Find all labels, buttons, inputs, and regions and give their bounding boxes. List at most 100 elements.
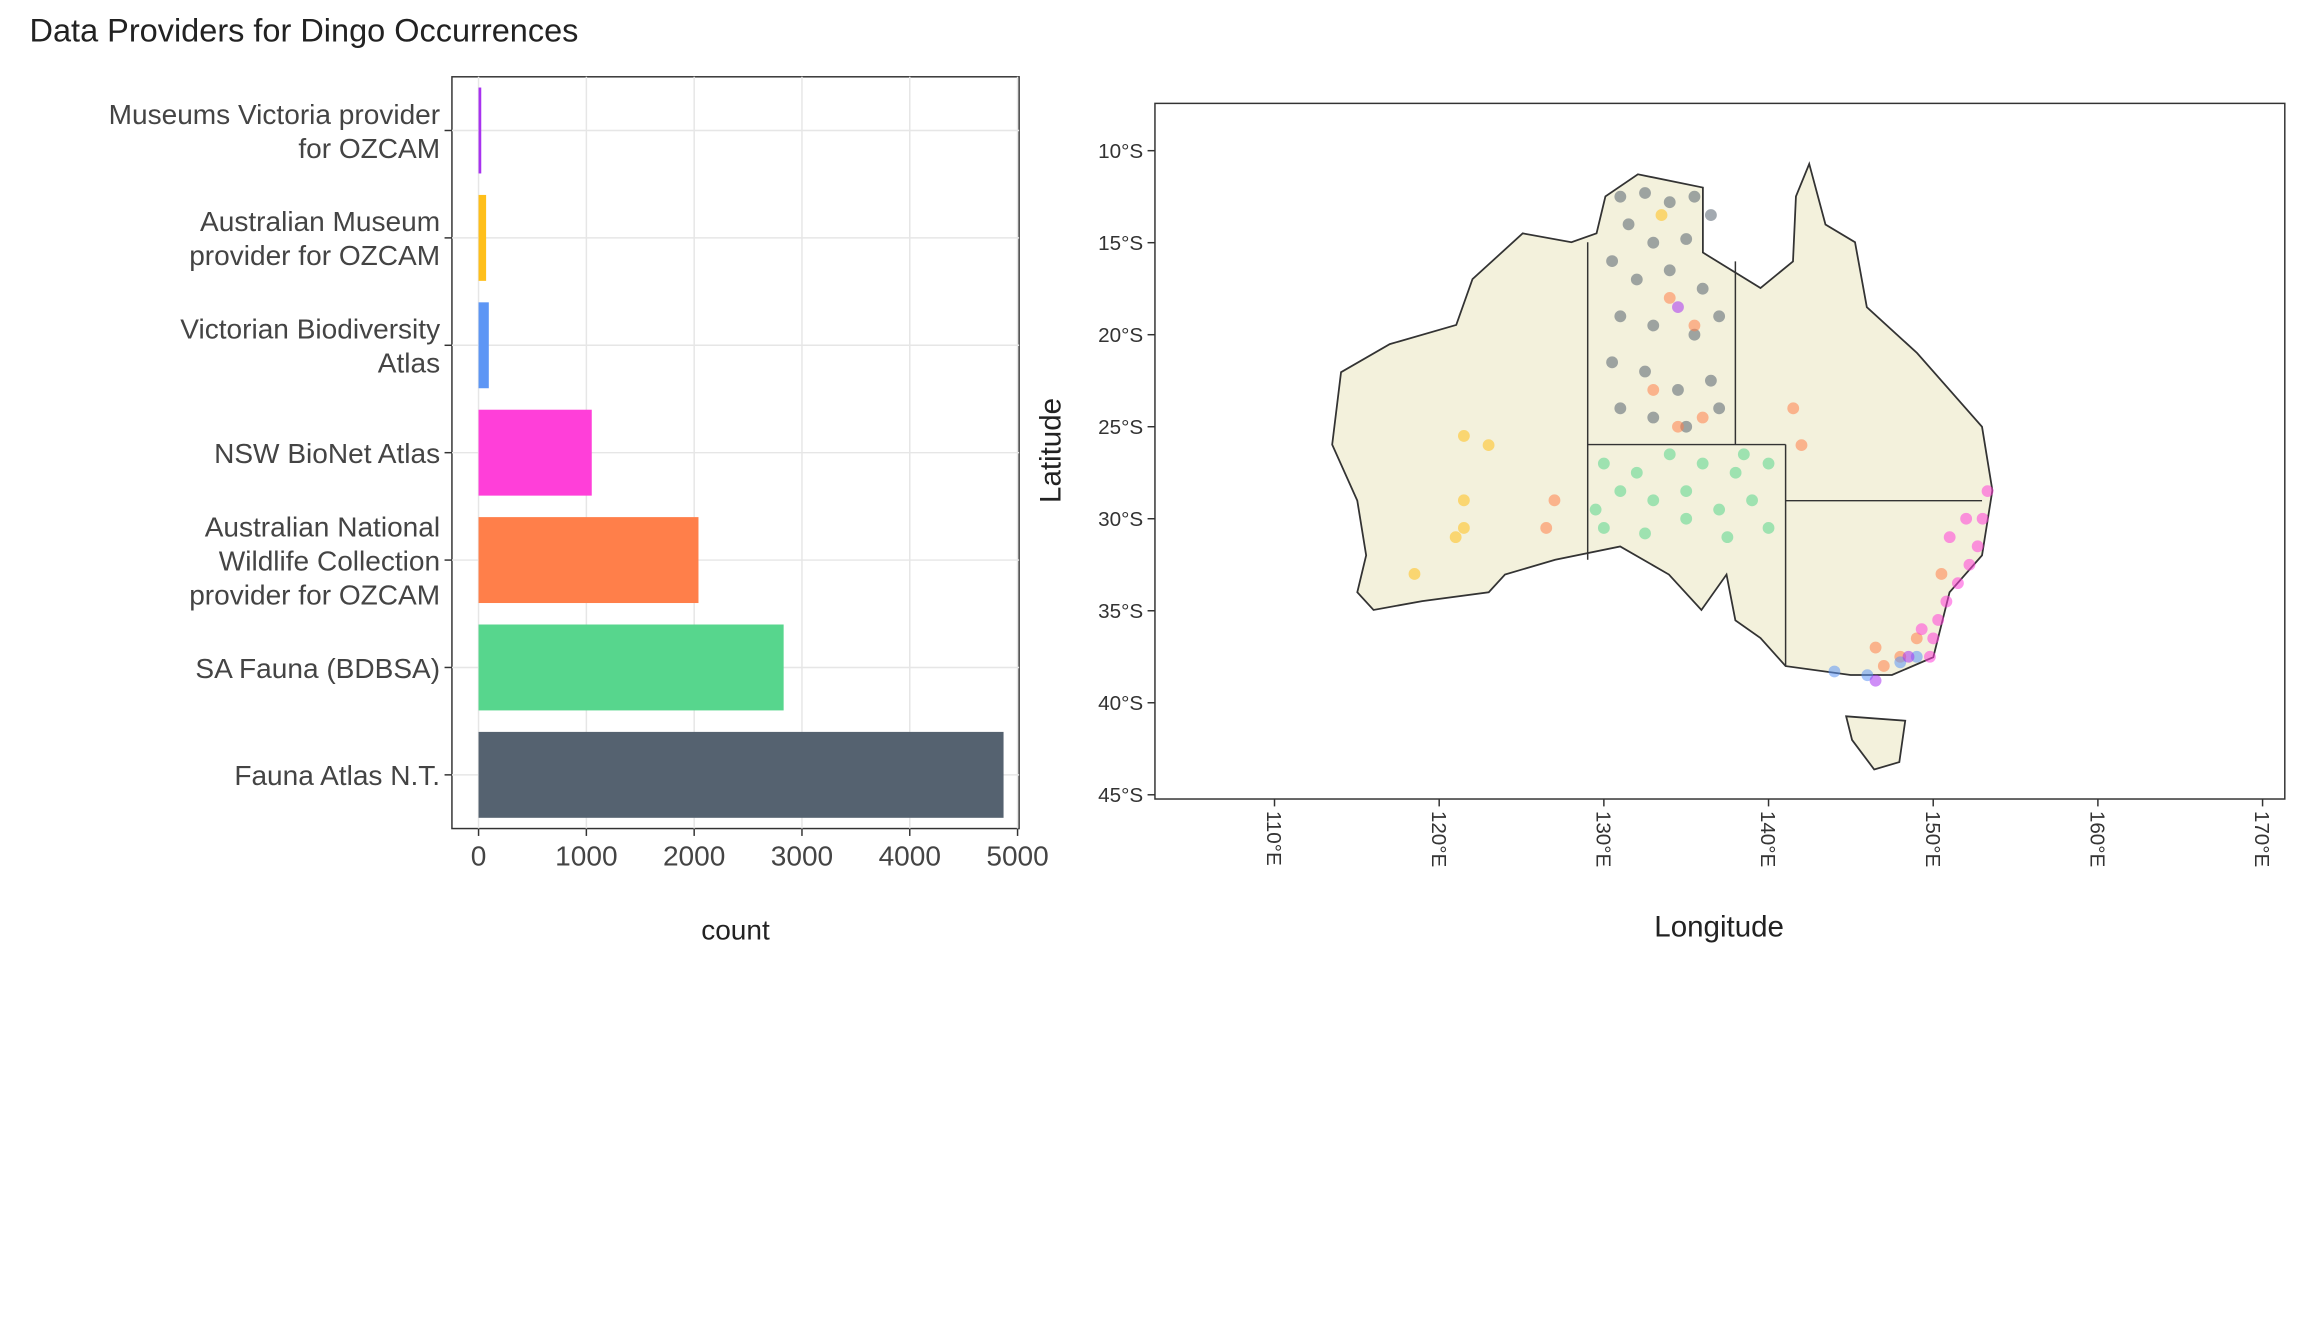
x-tick-label: 160°E [2086,811,2109,868]
point [1688,190,1701,203]
point [1614,310,1627,323]
point [1924,650,1936,663]
x-axis-title: count [701,914,770,945]
point [1927,632,1940,645]
point [1647,494,1660,507]
point [1960,512,1973,525]
point [1647,319,1660,332]
bar [478,517,699,604]
y-tick-label: Fauna Atlas N.T. [234,760,440,791]
point [1696,282,1709,295]
y-tick-label: Australian National Wildlife Collection pr… [189,511,440,610]
bar [478,194,487,281]
point [1449,531,1462,544]
bar [478,624,784,711]
bar [478,87,482,174]
point [1721,531,1734,544]
point [1663,448,1676,461]
x-axis-title: Longitude [1654,910,1784,943]
point [1630,273,1643,286]
point [1762,522,1775,534]
point [1729,466,1742,479]
y-tick-label: SA Fauna (BDBSA) [195,653,440,684]
point [1688,328,1701,341]
figure-title: Data Providers for Dingo Occurrences [30,12,579,48]
x-tick-label: 170°E [2250,811,2273,868]
point [1952,577,1964,590]
bar [478,731,1004,818]
point [1746,494,1758,507]
point [1795,439,1808,452]
point [1704,374,1717,387]
point [1704,209,1717,221]
australia [1331,161,1994,676]
x-tick-label: 2000 [663,840,725,871]
tasmania [1844,715,1907,771]
point [1540,522,1553,534]
point [1713,402,1726,415]
point [1976,512,1989,525]
x-tick-label: 4000 [879,840,941,871]
map-outline [1331,161,1994,771]
point [1606,356,1619,369]
x-tick-label: 150°E [1921,811,1944,868]
point [1680,485,1693,498]
point [1639,365,1651,378]
point [1680,233,1693,245]
y-tick-label: Museums Victoria provider for OZCAM [109,99,440,164]
y-tick-label: Victorian Biodiversity Atlas [180,314,440,379]
point [1647,236,1660,249]
point [1457,522,1470,534]
x-tick-label: 0 [471,840,487,871]
y-tick-label: 20°S [1098,324,1143,347]
point [1787,402,1800,415]
point [1647,411,1660,424]
point [1696,457,1709,470]
point [1647,384,1660,396]
point [1869,641,1882,654]
point [1713,310,1726,323]
point [1630,466,1643,479]
point [1663,264,1676,277]
point [1663,196,1676,209]
point [1639,187,1651,199]
bar [478,409,592,496]
point [1614,485,1627,498]
point [1963,558,1976,571]
x-tick-label: 3000 [771,840,833,871]
point [1971,540,1984,553]
y-axis-title: Latitude [1034,398,1067,503]
point [1688,319,1701,332]
point [1606,255,1619,268]
point [1655,209,1668,221]
point [1910,632,1923,645]
point [1457,494,1470,507]
point [1597,522,1610,534]
y-tick-label: 35°S [1098,600,1143,623]
point [1672,420,1684,433]
point [1869,674,1882,687]
point [1981,485,1994,498]
point [1696,411,1709,424]
point [1672,301,1684,314]
point [1680,420,1693,433]
y-tick-label: 10°S [1098,140,1143,163]
point [1548,494,1561,507]
y-tick-label: NSW BioNet Atlas [214,438,440,469]
point [1935,568,1948,580]
x-tick-label: 140°E [1756,811,1779,868]
state-borders [1586,242,1983,667]
point [1713,503,1726,516]
point [1877,660,1890,672]
point [1737,448,1750,461]
point [1597,457,1610,470]
point [1828,665,1841,678]
x-tick-label: 1000 [555,840,617,871]
y-tick-label: 25°S [1098,416,1143,439]
point [1902,650,1915,663]
x-tick-label: 110°E [1262,811,1285,866]
point [1482,439,1495,452]
y-tick-label: 45°S [1098,784,1143,807]
y-tick-label: 30°S [1098,508,1143,531]
point [1614,402,1627,415]
